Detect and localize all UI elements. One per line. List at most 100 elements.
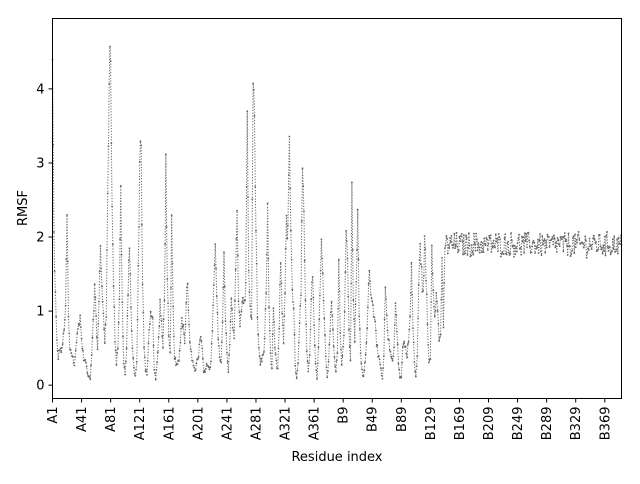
rmsf-point: [533, 241, 536, 244]
rmsf-point: [53, 231, 55, 233]
rmsf-point: [485, 237, 488, 239]
rmsf-point: [582, 242, 584, 245]
rmsf-point: [256, 316, 259, 319]
rmsf-point: [86, 372, 89, 375]
rmsf-point: [133, 372, 136, 375]
rmsf-point: [484, 244, 487, 247]
rmsf-point: [499, 238, 502, 241]
rmsf-point: [609, 253, 612, 256]
x-tick-label: B49: [366, 407, 381, 432]
rmsf-point: [513, 255, 515, 258]
y-tick-label: 0: [36, 379, 44, 394]
rmsf-point: [143, 346, 145, 349]
rmsf-point: [327, 360, 330, 363]
rmsf-point: [438, 340, 440, 342]
rmsf-point: [384, 286, 387, 289]
rmsf-point: [201, 347, 204, 350]
x-tick-label: A121: [133, 407, 148, 441]
rmsf-point: [231, 326, 234, 329]
rmsf-point: [465, 234, 467, 237]
rmsf-point: [600, 246, 603, 249]
rmsf-point: [165, 226, 168, 229]
rmsf-point: [216, 311, 219, 314]
x-tick-label: A81: [104, 407, 119, 432]
rmsf-point: [571, 249, 573, 252]
rmsf-point: [396, 330, 398, 333]
rmsf-point: [309, 328, 312, 331]
rmsf-point: [260, 360, 263, 363]
rmsf-point: [324, 334, 326, 337]
rmsf-point: [555, 250, 558, 253]
rmsf-point: [140, 223, 143, 226]
rmsf-point: [164, 153, 167, 156]
rmsf-point: [265, 253, 268, 256]
rmsf-point: [137, 264, 140, 267]
rmsf-point: [595, 241, 597, 243]
rmsf-point: [599, 245, 602, 248]
rmsf-point: [159, 298, 161, 301]
rmsf-point: [139, 140, 142, 143]
rmsf-point: [184, 323, 187, 326]
rmsf-point: [220, 361, 222, 364]
rmsf-point: [95, 315, 97, 317]
rmsf-point: [222, 286, 225, 289]
rmsf-point: [548, 246, 551, 248]
rmsf-point: [271, 367, 273, 370]
rmsf-point: [191, 360, 194, 362]
rmsf-point: [245, 186, 248, 188]
y-tick-label: 1: [36, 305, 44, 320]
rmsf-point: [192, 364, 195, 367]
rmsf-point: [584, 239, 587, 242]
rmsf-point: [593, 238, 596, 241]
rmsf-point: [590, 248, 593, 250]
rmsf-point: [212, 284, 215, 286]
rmsf-point: [369, 280, 371, 283]
rmsf-point: [266, 202, 269, 205]
rmsf-point: [183, 332, 185, 335]
rmsf-point: [178, 349, 181, 352]
rmsf-point: [279, 283, 281, 286]
rmsf-point: [229, 320, 232, 323]
rmsf-point: [461, 240, 464, 243]
rmsf-point: [412, 327, 414, 330]
rmsf-point: [409, 291, 412, 294]
rmsf-point: [545, 246, 548, 249]
rmsf-point: [252, 88, 255, 91]
rmsf-point: [63, 329, 66, 331]
rmsf-point: [172, 305, 175, 308]
rmsf-point: [197, 356, 200, 359]
rmsf-point: [138, 160, 141, 163]
rmsf-point: [345, 240, 348, 242]
rmsf-point: [289, 187, 292, 190]
rmsf-point: [210, 342, 213, 345]
rmsf-point: [58, 349, 61, 352]
rmsf-point: [273, 346, 276, 349]
rmsf-point: [138, 226, 140, 228]
rmsf-point: [427, 344, 430, 346]
rmsf-point: [113, 305, 116, 308]
rmsf-point: [459, 240, 462, 243]
rmsf-point: [513, 244, 516, 247]
rmsf-point: [81, 347, 84, 350]
rmsf-point: [230, 297, 233, 300]
rmsf-point: [422, 289, 425, 292]
rmsf-point: [603, 250, 605, 253]
series-layer: [51, 45, 623, 381]
rmsf-point: [434, 310, 437, 312]
rmsf-point: [460, 235, 462, 237]
rmsf-point: [156, 351, 159, 353]
rmsf-point: [194, 369, 197, 371]
rmsf-point: [486, 249, 489, 251]
rmsf-point: [564, 240, 567, 242]
rmsf-point: [563, 232, 566, 234]
rmsf-point: [290, 258, 293, 261]
rmsf-point: [481, 251, 483, 254]
rmsf-point: [146, 373, 148, 376]
rmsf-point: [606, 231, 608, 233]
rmsf-point: [577, 234, 579, 237]
rmsf-point: [567, 232, 570, 235]
rmsf-point: [453, 232, 456, 235]
rmsf-point: [306, 360, 309, 363]
rmsf-point: [444, 244, 447, 247]
rmsf-point: [364, 361, 366, 364]
